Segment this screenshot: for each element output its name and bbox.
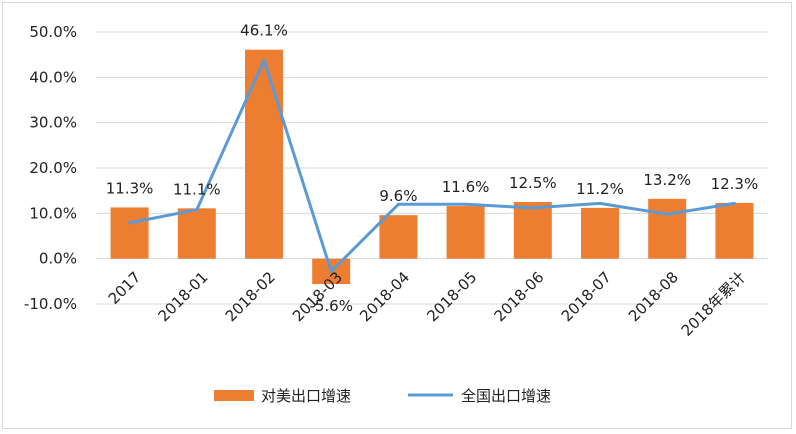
line-point bbox=[396, 202, 400, 206]
bar bbox=[177, 208, 216, 259]
x-tick-label: 2018-08 bbox=[625, 268, 682, 325]
y-tick-label: 0.0% bbox=[39, 250, 77, 268]
bar-data-label: 13.2% bbox=[643, 171, 691, 189]
bar bbox=[110, 207, 149, 259]
bar-data-label: 12.5% bbox=[509, 174, 557, 192]
bar bbox=[245, 49, 283, 259]
x-tick-label: 2018-05 bbox=[423, 268, 480, 325]
line-point bbox=[531, 206, 535, 210]
bar bbox=[648, 198, 687, 259]
bar-data-label: 11.1% bbox=[173, 180, 221, 198]
bar bbox=[581, 207, 619, 259]
bar bbox=[513, 202, 552, 259]
chart: -10.0% 0.0% 10.0% 20.0% 30.0% 40.0% 50.0% 11.3… bbox=[24, 22, 768, 405]
x-tick-label: 2018-02 bbox=[222, 268, 279, 325]
legend-swatch-bar bbox=[214, 390, 254, 401]
bar bbox=[446, 206, 485, 259]
line-series bbox=[129, 58, 735, 273]
line-point bbox=[329, 269, 333, 273]
bar-data-label: 11.6% bbox=[442, 178, 490, 196]
bar-data-label: -5.6% bbox=[309, 297, 353, 315]
line-point bbox=[732, 201, 736, 205]
legend-label-line: 全国出口增速 bbox=[461, 387, 551, 405]
x-tick-label: 2018-01 bbox=[155, 268, 212, 325]
bar-data-label: 12.3% bbox=[711, 175, 759, 193]
y-tick-label: 30.0% bbox=[29, 114, 77, 132]
line-point bbox=[665, 212, 669, 216]
y-tick-label: 20.0% bbox=[29, 159, 77, 177]
line-point bbox=[195, 208, 199, 212]
x-tick-label: 2017 bbox=[105, 268, 145, 308]
legend-label-bar: 对美出口增速 bbox=[261, 387, 351, 405]
bar-data-label: 9.6% bbox=[379, 187, 417, 205]
bar-data-label: 46.1% bbox=[240, 22, 288, 40]
x-tick-label: 2018-04 bbox=[356, 268, 413, 325]
bar-data-label: 11.2% bbox=[576, 180, 624, 198]
y-tick-label: -10.0% bbox=[24, 295, 77, 313]
y-tick-label: 10.0% bbox=[29, 204, 77, 222]
bar bbox=[715, 202, 754, 259]
chart-frame: -10.0% 0.0% 10.0% 20.0% 30.0% 40.0% 50.0% 11.3… bbox=[2, 2, 792, 429]
y-tick-label: 40.0% bbox=[29, 68, 77, 86]
x-tick-label: 2018-06 bbox=[491, 268, 548, 325]
y-tick-label: 50.0% bbox=[29, 23, 77, 41]
line-point bbox=[128, 221, 132, 225]
line-point bbox=[262, 58, 266, 62]
line-point bbox=[598, 201, 602, 205]
bar-data-label: 11.3% bbox=[106, 179, 154, 197]
line-point bbox=[464, 202, 468, 206]
bar bbox=[379, 215, 418, 259]
x-tick-label: 2018-07 bbox=[558, 268, 615, 325]
